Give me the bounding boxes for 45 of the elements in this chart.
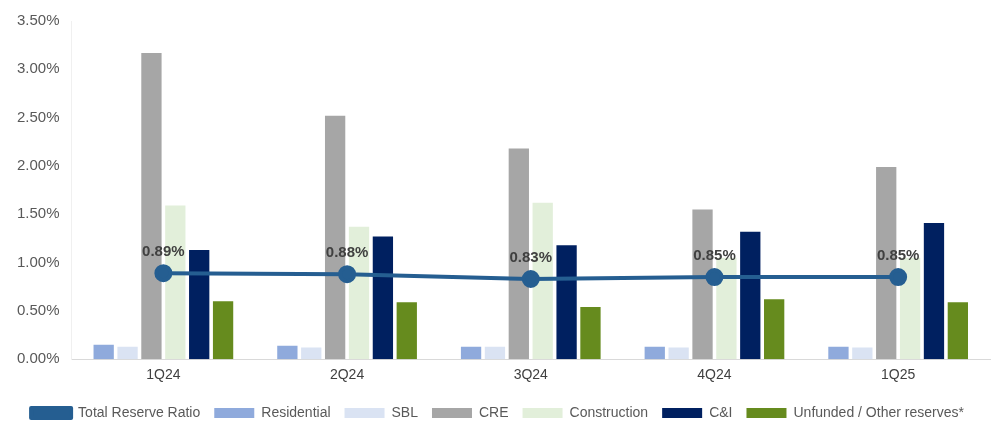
y-tick-label: 3.00% — [16, 59, 60, 77]
legend-label: Residential — [261, 403, 331, 420]
x-tick-label: 3Q24 — [513, 366, 549, 383]
bar — [852, 347, 873, 360]
data-label: 0.89% — [142, 241, 185, 259]
bar — [923, 222, 945, 360]
data-label: 0.85% — [876, 245, 920, 263]
x-tick-label: 2Q24 — [329, 366, 365, 383]
y-tick-label: 2.00% — [16, 156, 60, 174]
y-tick-label: 1.50% — [16, 204, 60, 222]
bar — [668, 347, 689, 360]
bar — [277, 345, 298, 360]
x-tick-label: 1Q24 — [146, 366, 181, 383]
data-label: 0.85% — [693, 245, 736, 263]
data-label: 0.83% — [509, 247, 553, 265]
legend-label: SBL — [391, 403, 419, 420]
bar — [93, 344, 114, 360]
bar — [212, 301, 234, 360]
bar — [117, 346, 138, 360]
bar — [301, 347, 322, 360]
bar — [556, 245, 577, 360]
legend-label: Construction — [569, 403, 649, 420]
legend-label: CRE — [478, 403, 509, 420]
bar — [644, 346, 665, 360]
bar — [580, 307, 601, 360]
y-tick-label: 1.00% — [16, 252, 60, 270]
legend-label: Unfunded / Other reserves* — [793, 403, 965, 420]
data-label: 0.88% — [325, 242, 369, 260]
bar — [189, 250, 210, 360]
y-tick-label: 0.50% — [16, 301, 60, 319]
x-tick-label: 4Q24 — [697, 366, 732, 383]
bar — [460, 346, 482, 360]
x-tick-label: 1Q25 — [881, 366, 916, 383]
bar — [740, 231, 761, 360]
bar — [372, 236, 394, 360]
legend-label: C&I — [709, 403, 733, 420]
bar — [828, 346, 849, 360]
bar — [764, 299, 785, 360]
bar — [947, 302, 968, 360]
bar — [396, 302, 417, 360]
y-tick-label: 0.00% — [16, 349, 60, 367]
y-tick-label: 2.50% — [16, 107, 60, 125]
y-tick-label: 3.50% — [16, 11, 60, 29]
bar — [484, 346, 506, 360]
legend-label: Total Reserve Ratio — [78, 403, 201, 420]
